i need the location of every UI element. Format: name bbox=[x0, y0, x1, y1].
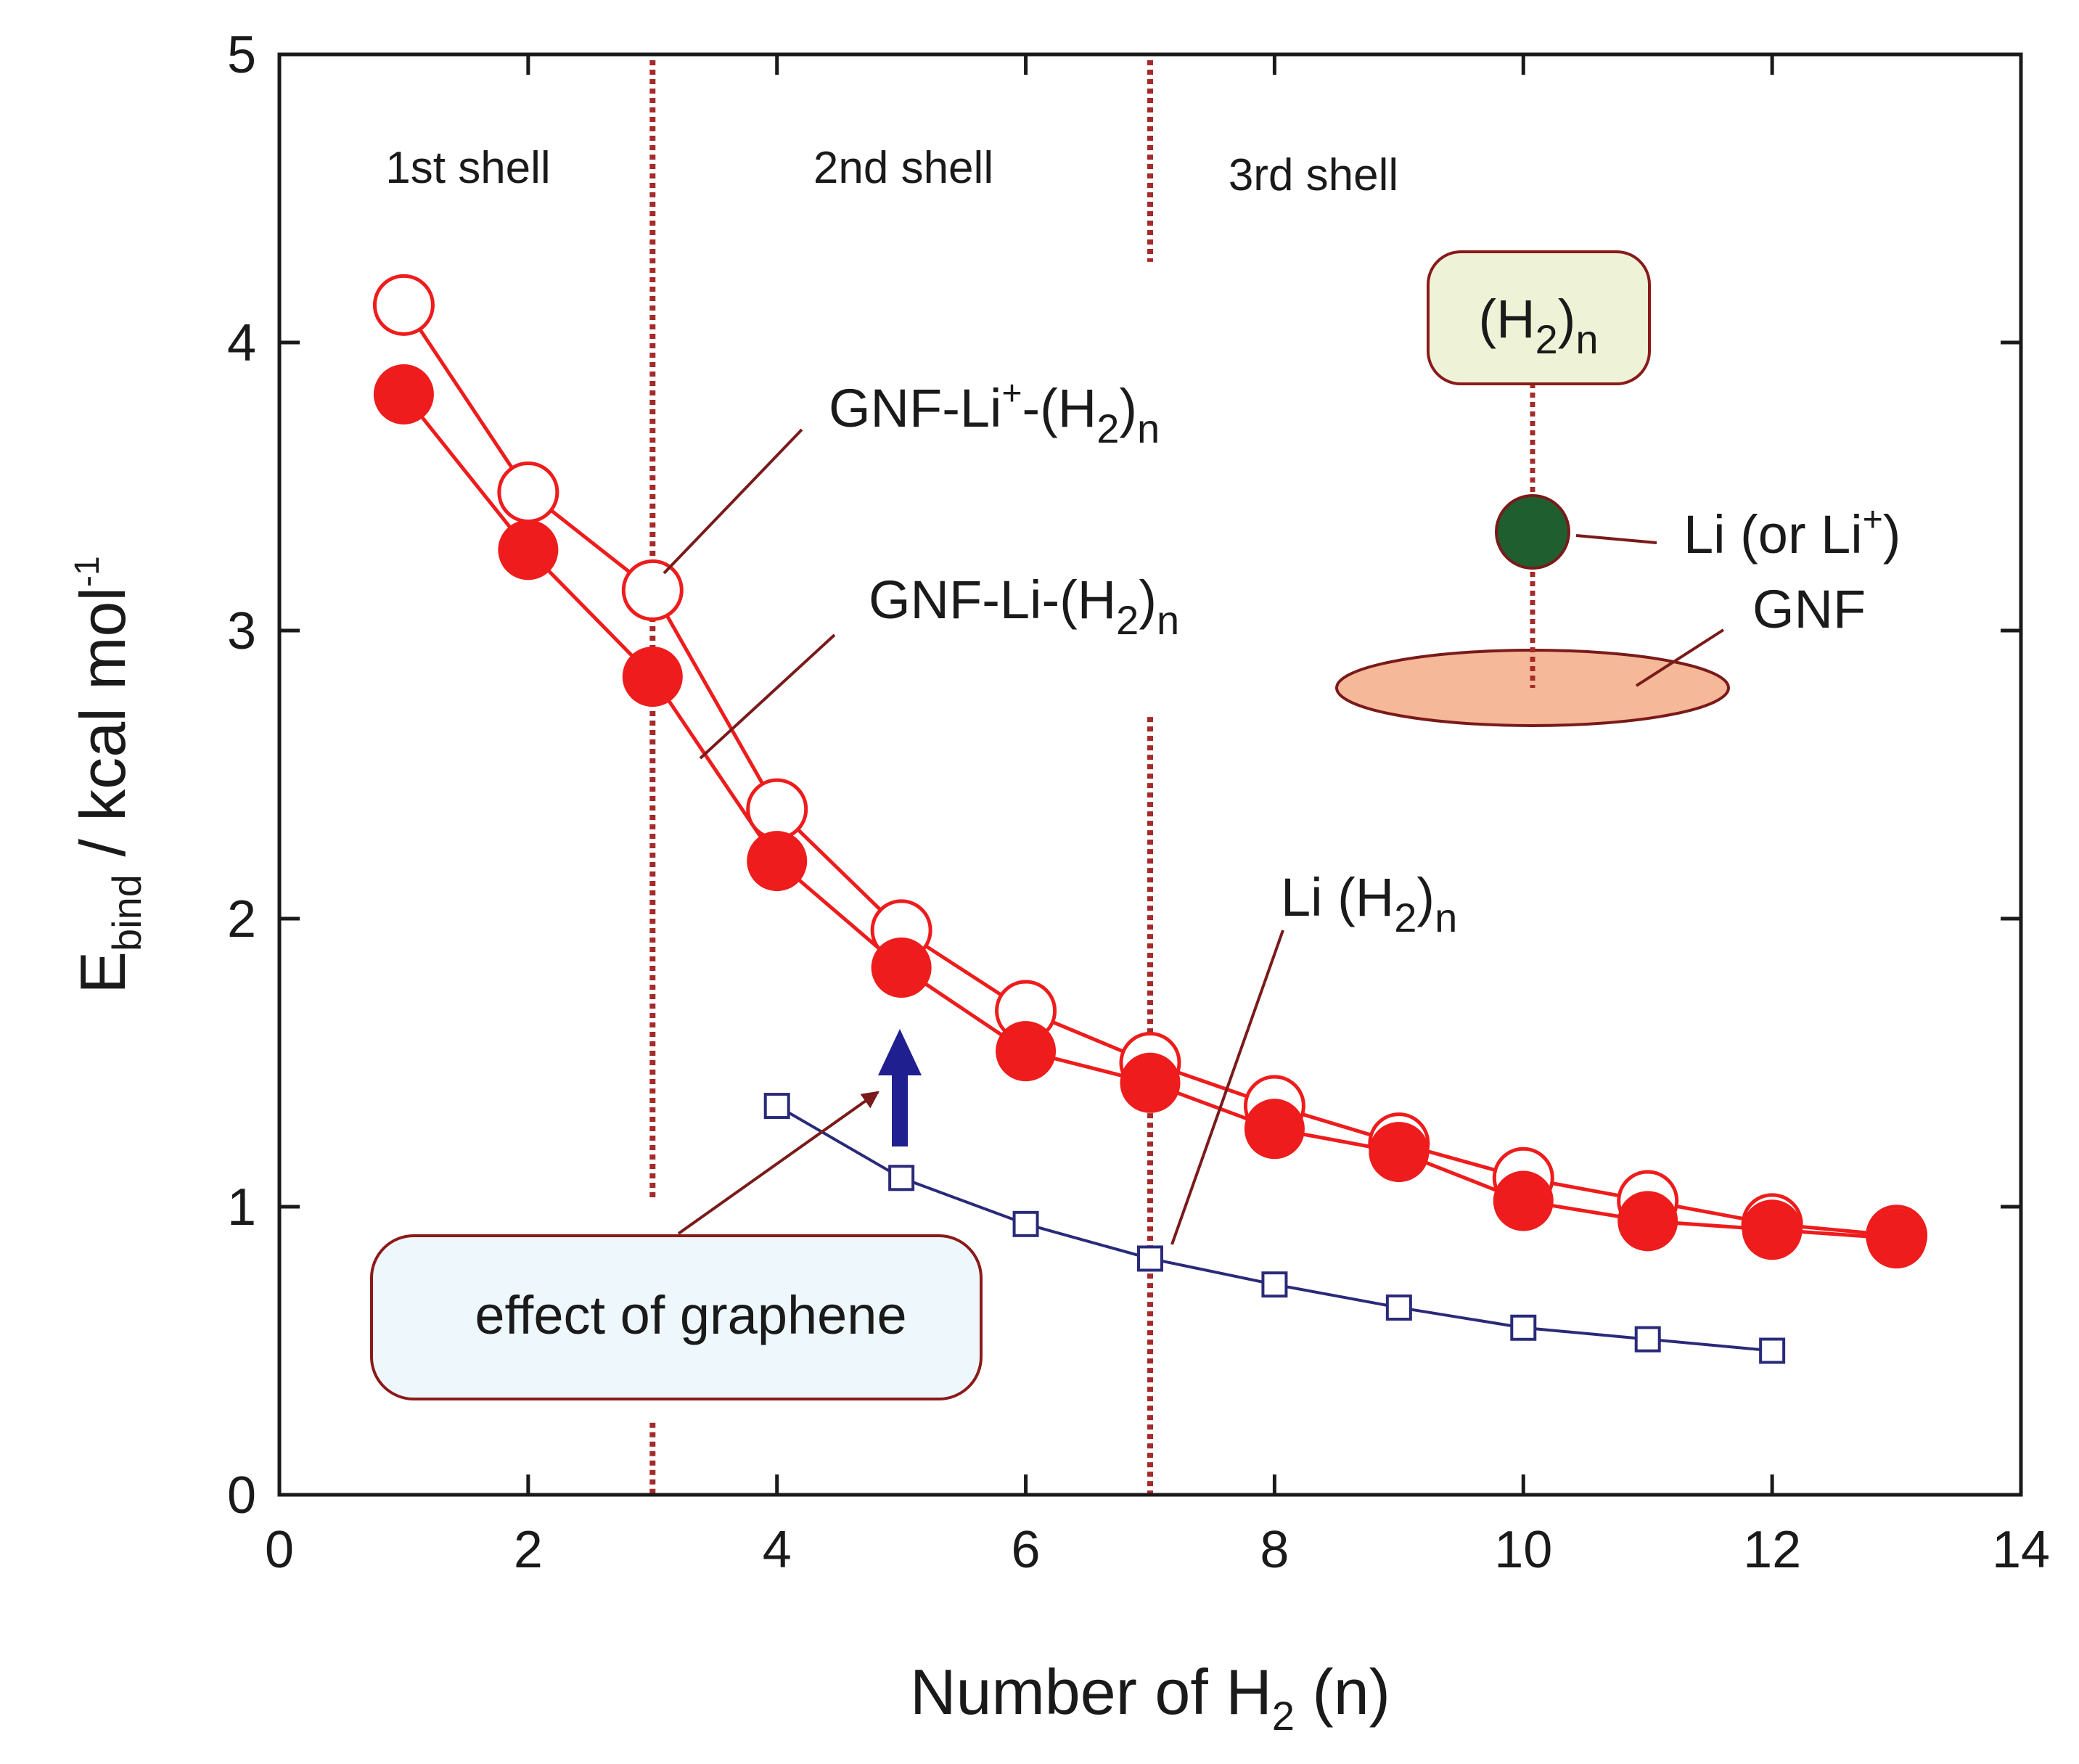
point-s2-2 bbox=[1012, 1210, 1039, 1237]
leader-li-atom bbox=[1575, 534, 1657, 544]
y-tick-label-2: 2 bbox=[227, 890, 256, 948]
effect-of-graphene-box bbox=[370, 1234, 983, 1400]
point-s1-0 bbox=[373, 364, 434, 424]
inset-h2n-box bbox=[1427, 250, 1651, 385]
x-tick-label-5: 10 bbox=[1494, 1521, 1552, 1579]
plot-frame bbox=[277, 52, 2023, 1497]
point-s2-7 bbox=[1634, 1326, 1661, 1353]
point-s1-4 bbox=[871, 937, 932, 998]
shell-1-label: 1st shell bbox=[385, 143, 550, 193]
point-s1-1 bbox=[498, 520, 559, 581]
inset-li-label: Li (or Li+) bbox=[1684, 501, 1900, 565]
point-s1-6 bbox=[1120, 1052, 1181, 1113]
point-s2-6 bbox=[1510, 1314, 1537, 1341]
point-s1-7 bbox=[1244, 1099, 1305, 1160]
x-tick-label-1: 2 bbox=[514, 1521, 543, 1579]
point-s1-9 bbox=[1493, 1170, 1554, 1231]
point-s1-10 bbox=[1617, 1191, 1678, 1252]
effect-of-graphene-label: effect of graphene bbox=[475, 1285, 906, 1345]
y-tick-label-4: 4 bbox=[227, 314, 256, 372]
point-s1-11 bbox=[1742, 1199, 1803, 1260]
point-s1-3 bbox=[747, 831, 808, 892]
x-tick-label-7: 14 bbox=[1992, 1521, 2050, 1579]
inset-h2n-label: (H2)n bbox=[1478, 289, 1598, 362]
x-tick-label-0: 0 bbox=[265, 1521, 294, 1579]
y-tick-label-3: 3 bbox=[227, 602, 256, 660]
y-tick-label-0: 0 bbox=[227, 1466, 256, 1525]
y-tick-label-5: 5 bbox=[227, 26, 256, 84]
point-s2-8 bbox=[1759, 1337, 1786, 1364]
inset-schematic: (H2)n Li (or Li+) GNF bbox=[1335, 250, 1900, 727]
point-s2-1 bbox=[888, 1165, 915, 1191]
point-s1-8 bbox=[1369, 1122, 1430, 1183]
point-s0-3 bbox=[746, 778, 808, 840]
label-gnf-li-plus-h2n: GNF-Li+-(H2)n bbox=[829, 374, 1160, 451]
point-s0-1 bbox=[497, 461, 559, 523]
point-s1-5 bbox=[996, 1021, 1057, 1082]
x-tick-label-4: 8 bbox=[1260, 1521, 1289, 1579]
leader-effect-of-graphene bbox=[677, 1091, 879, 1235]
data-series bbox=[372, 274, 1928, 1364]
x-axis-title: Number of H2 (n) bbox=[910, 1656, 1390, 1739]
y-tick-label-1: 1 bbox=[227, 1178, 256, 1236]
point-s2-3 bbox=[1137, 1245, 1163, 1272]
leader-gnf-li-plus bbox=[663, 428, 803, 575]
point-s0-0 bbox=[372, 274, 435, 336]
leader-gnf bbox=[1635, 628, 1725, 687]
point-s2-0 bbox=[763, 1093, 790, 1120]
point-s1-2 bbox=[622, 647, 683, 707]
shell-3-label: 3rd shell bbox=[1229, 150, 1398, 200]
inset-gnf-label: GNF bbox=[1752, 579, 1866, 639]
y-axis-title: Ebind / kcal mol-1 bbox=[67, 556, 149, 993]
point-s0-2 bbox=[621, 559, 684, 621]
leader-li-h2 bbox=[1170, 930, 1284, 1245]
point-s2-4 bbox=[1261, 1271, 1288, 1298]
point-s1-12 bbox=[1866, 1208, 1927, 1269]
shell-2-label: 2nd shell bbox=[813, 143, 993, 193]
point-s2-5 bbox=[1385, 1294, 1412, 1321]
leader-gnf-li bbox=[699, 633, 836, 760]
x-tick-label-6: 12 bbox=[1743, 1521, 1801, 1579]
graphene-effect-arrow bbox=[878, 1029, 922, 1146]
label-li-h2n: Li (H2)n bbox=[1281, 867, 1457, 940]
x-tick-label-3: 6 bbox=[1012, 1521, 1041, 1579]
label-gnf-li-h2n: GNF-Li-(H2)n bbox=[869, 570, 1179, 643]
x-tick-label-2: 4 bbox=[763, 1521, 792, 1579]
li-atom bbox=[1495, 494, 1570, 570]
